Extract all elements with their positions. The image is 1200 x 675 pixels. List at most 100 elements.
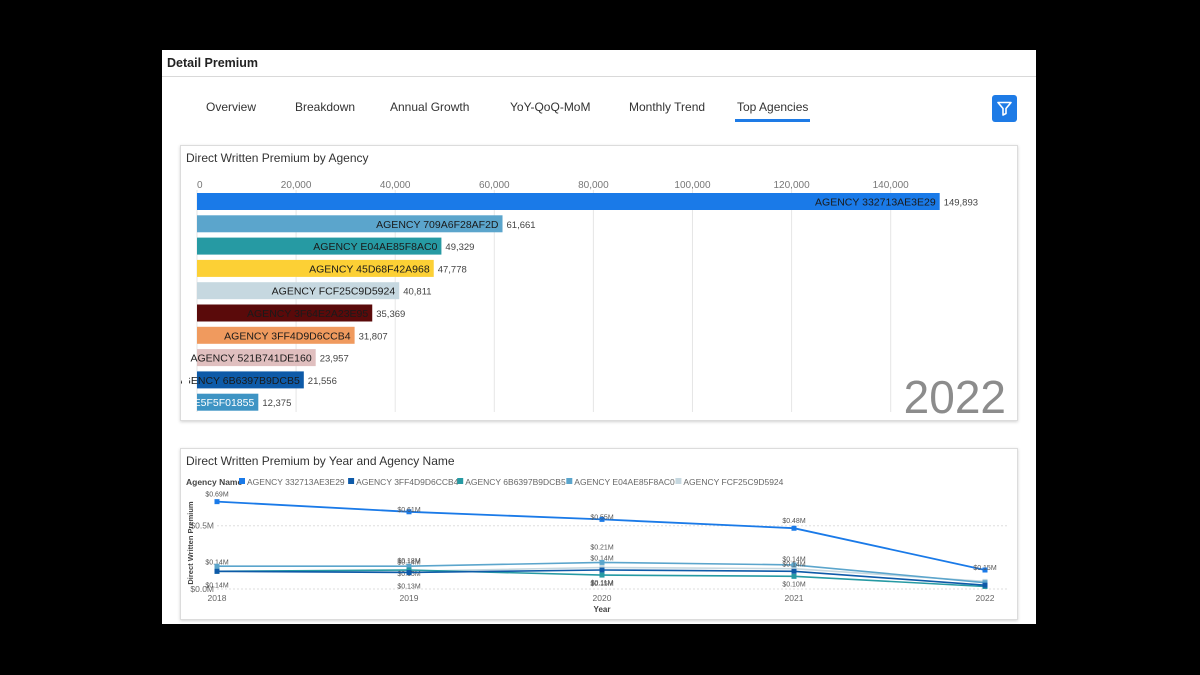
bar-chart-title: Direct Written Premium by Agency — [186, 151, 369, 165]
line-point[interactable] — [406, 509, 412, 515]
bar-value-label: 49,329 — [445, 242, 474, 253]
bar-category-label: AGENCY 332713AE3E29 — [815, 197, 936, 209]
line-point[interactable] — [599, 559, 605, 565]
line-data-label: $0.55M — [590, 514, 614, 521]
line-y-tick-label: $0.0M — [190, 584, 214, 594]
legend-marker — [457, 478, 464, 484]
line-data-label: $0.15M — [973, 565, 997, 572]
line-x-tick-label: 2020 — [593, 593, 612, 603]
bar-x-tick-label: 120,000 — [774, 180, 811, 191]
tab-yoy-qoq-mom[interactable]: YoY-QoQ-MoM — [510, 100, 591, 114]
tab-monthly-trend[interactable]: Monthly Trend — [629, 100, 706, 114]
bar-value-label: 47,778 — [438, 264, 467, 275]
line-point[interactable] — [982, 580, 988, 586]
bar[interactable] — [197, 237, 442, 255]
tab-breakdown[interactable]: Breakdown — [295, 100, 356, 114]
line-point[interactable] — [406, 563, 412, 569]
line-x-tick-label: 2021 — [785, 593, 804, 603]
year-watermark: 2022 — [904, 371, 1006, 420]
filter-icon — [997, 101, 1012, 116]
bar-value-label: 61,661 — [507, 220, 536, 231]
bar-category-label: AGENCY 521B741DE160 — [190, 353, 311, 365]
bar-value-label: 23,957 — [320, 354, 349, 365]
line-chart-card: Direct Written Premium by Year and Agenc… — [180, 448, 1018, 620]
bar-value-label: 31,807 — [359, 331, 388, 342]
bar-category-label: AGENCY FCF25C9D5924 — [272, 286, 396, 298]
bar-label-clip — [182, 186, 189, 416]
line-data-label: $0.13M — [397, 584, 421, 591]
legend-item-label[interactable]: AGENCY 332713AE3E29 — [247, 477, 345, 487]
bar-x-tick-label: 140,000 — [873, 180, 910, 191]
line-data-label: $0.14M — [590, 555, 614, 562]
report-canvas: Detail Premium Overview Breakdown Annual… — [162, 50, 1036, 624]
line-point[interactable] — [791, 573, 797, 579]
bar[interactable] — [197, 282, 400, 300]
page-title: Detail Premium — [167, 56, 259, 70]
bar-category-label: AGENCY 3F64E2A23E95 — [247, 308, 368, 320]
tab-overview[interactable]: Overview — [206, 100, 257, 114]
bar-category-label: AGENCY 6B6397B9DCB5 — [181, 375, 300, 387]
line-point[interactable] — [791, 525, 797, 531]
bar-x-tick-label: 100,000 — [674, 180, 711, 191]
line-y-tick-label: $0.5M — [190, 521, 214, 531]
legend-title: Agency Name — [186, 477, 242, 487]
line-point[interactable] — [599, 572, 605, 578]
line-point[interactable] — [982, 567, 988, 573]
line-data-label: $0.14M — [205, 582, 229, 589]
line-data-label: $0.11M — [591, 580, 614, 587]
line-point[interactable] — [982, 582, 988, 588]
line-data-label: $0.21M — [590, 544, 614, 551]
tab-annual-growth[interactable]: Annual Growth — [390, 100, 470, 114]
line-data-label: $0.18M — [397, 558, 421, 565]
bar-x-tick-label: 0 — [197, 180, 203, 191]
line-data-label: $0.69M — [205, 492, 229, 499]
bar-x-tick-label: 20,000 — [281, 180, 312, 191]
line-point[interactable] — [214, 568, 220, 574]
line-data-label: $0.15M — [590, 581, 614, 588]
line-data-label: $0.14M — [782, 557, 806, 564]
bar-category-label: AGENCY 95E5F5F01855 — [181, 397, 254, 409]
bar[interactable] — [197, 215, 503, 233]
bar[interactable] — [197, 259, 434, 277]
line-point[interactable] — [791, 568, 797, 574]
line-point[interactable] — [214, 563, 220, 569]
legend-marker — [239, 478, 245, 484]
bar[interactable] — [197, 193, 940, 210]
tab-top-agencies[interactable]: Top Agencies — [734, 100, 811, 122]
line-chart-title: Direct Written Premium by Year and Agenc… — [186, 454, 455, 468]
line-point[interactable] — [214, 499, 220, 505]
line-data-label: $0.10M — [782, 581, 806, 588]
bar-x-tick-label: 40,000 — [380, 180, 411, 191]
line-point[interactable] — [791, 566, 797, 572]
bar[interactable] — [197, 326, 355, 344]
legend-item-label[interactable]: AGENCY 3FF4D9D6CCB4 — [356, 477, 459, 487]
line-point[interactable] — [406, 570, 412, 576]
legend-item-label[interactable]: AGENCY E04AE85F8AC0 — [574, 477, 675, 487]
line-data-label: $0.14M — [782, 561, 806, 568]
bar[interactable] — [197, 349, 316, 367]
line-point[interactable] — [791, 562, 797, 568]
line-chart: Agency Name AGENCY 332713AE3E29 AGENCY 3FF… — [186, 477, 1007, 614]
bar-category-label: AGENCY 709A6F28AF2D — [376, 219, 499, 231]
bar-category-label: AGENCY 45D68F42A968 — [309, 263, 430, 275]
line-data-label: $0.14M — [205, 559, 229, 566]
filter-button[interactable] — [992, 95, 1017, 122]
legend-item-label[interactable]: AGENCY FCF25C9D5924 — [683, 477, 783, 487]
bar[interactable] — [197, 371, 304, 389]
line-point[interactable] — [599, 516, 605, 522]
line-point[interactable] — [406, 567, 412, 573]
line-x-axis-label: Year — [594, 605, 611, 614]
bar[interactable] — [197, 393, 259, 411]
line-data-label: $0.61M — [397, 507, 421, 514]
bar-value-label: 40,811 — [403, 287, 431, 298]
legend-item-label[interactable]: AGENCY 6B6397B9DCB5 — [465, 477, 566, 487]
line-point[interactable] — [599, 564, 605, 570]
bar-x-tick-label: 60,000 — [479, 180, 510, 191]
line-point[interactable] — [599, 567, 605, 573]
report-header: Detail Premium — [162, 50, 1036, 77]
legend-marker — [566, 478, 573, 484]
line-data-label: $0.14M — [397, 559, 421, 566]
bar[interactable] — [197, 304, 373, 322]
bar-value-label: 35,369 — [376, 309, 405, 320]
legend-marker — [348, 478, 355, 484]
